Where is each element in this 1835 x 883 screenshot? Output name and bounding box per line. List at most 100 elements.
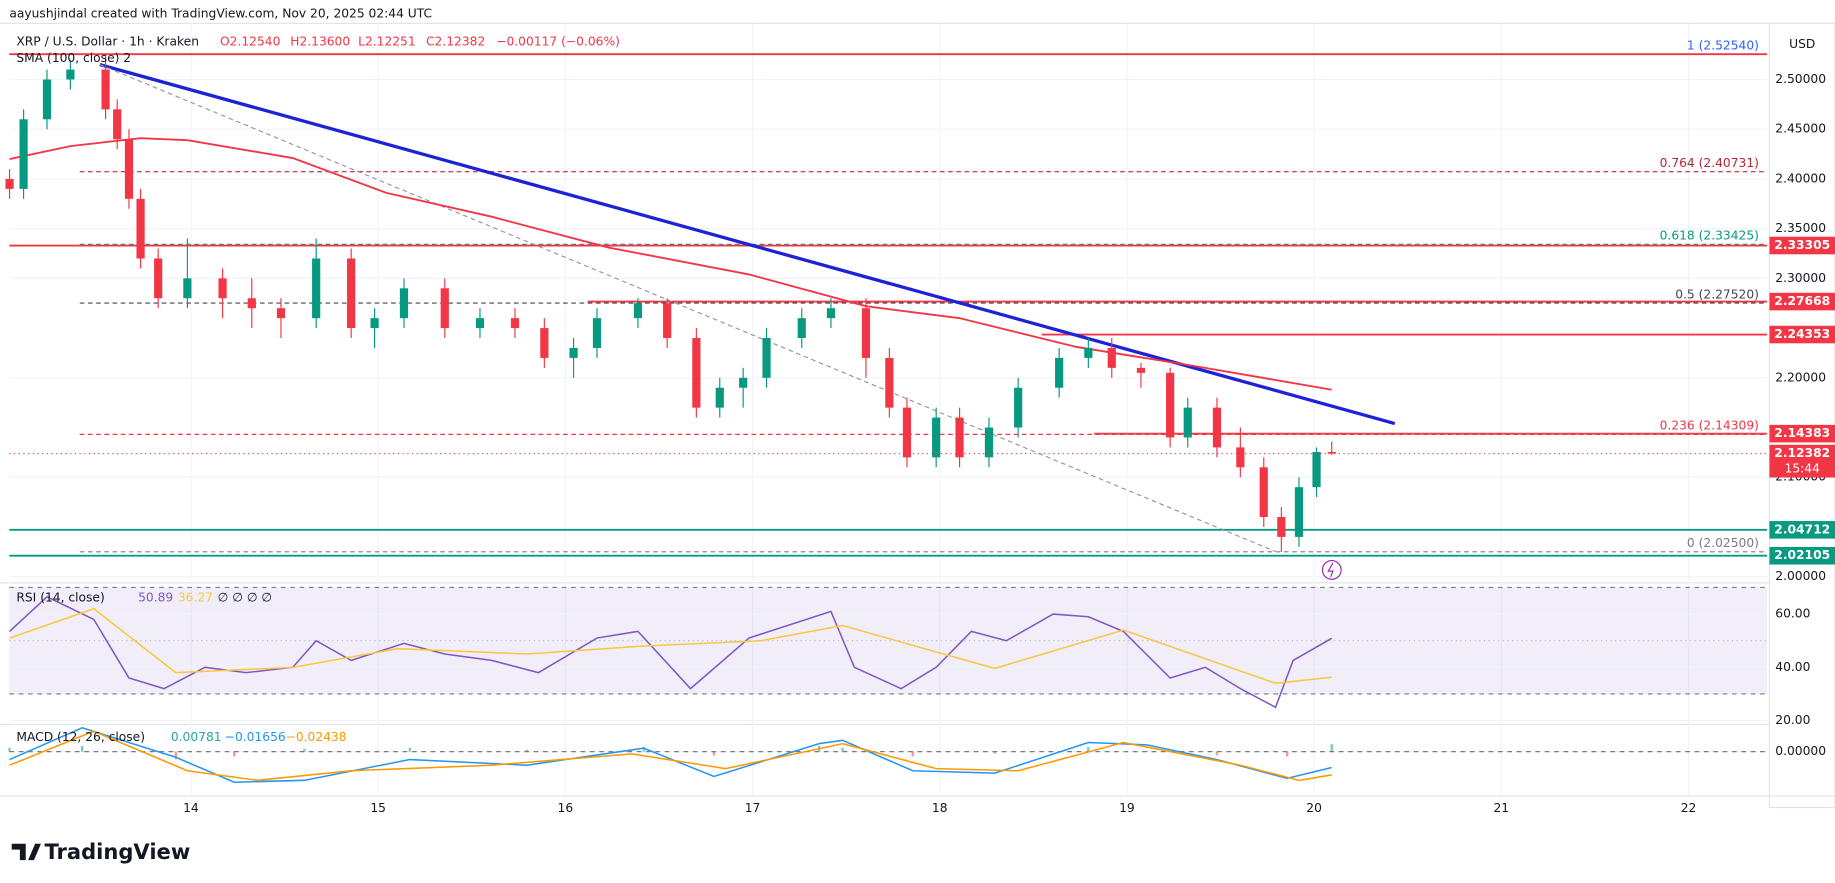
- candle-body: [312, 258, 321, 319]
- rsi-ma-value: 36.27: [178, 591, 213, 605]
- alert-icon[interactable]: [1321, 559, 1342, 580]
- histogram-bar: [1330, 744, 1333, 752]
- price-axis: [1768, 22, 1835, 809]
- candle-body: [136, 198, 145, 259]
- price-tag-label: 2.04712: [1774, 522, 1830, 536]
- candle-body: [475, 318, 485, 329]
- price-tag: [1769, 236, 1835, 255]
- candle-body: [1055, 357, 1064, 388]
- countdown: 15:44: [1785, 461, 1821, 475]
- indicator-line: [9, 607, 1332, 685]
- histogram-bar: [712, 751, 716, 756]
- x-tick-label: 17: [745, 801, 761, 815]
- candle-body: [1236, 447, 1245, 468]
- candle-body: [1327, 451, 1336, 454]
- symbol[interactable]: XRP / U.S. Dollar · 1h · Kraken: [16, 35, 199, 49]
- histogram-bar: [841, 747, 844, 752]
- candle-body: [1294, 487, 1304, 537]
- y-tick-label: 0.00000: [1775, 744, 1826, 758]
- price-tag-label: 2.33305: [1774, 238, 1830, 252]
- candle-body: [440, 288, 449, 329]
- candle-body: [955, 417, 964, 458]
- candle-body: [510, 318, 520, 329]
- signal-value: −0.02438: [286, 730, 347, 744]
- candle-body: [902, 407, 912, 458]
- candle-body: [1084, 347, 1093, 358]
- macd-value: −0.01656: [225, 730, 286, 744]
- macd-legend[interactable]: MACD (12, 26, close): [16, 730, 145, 744]
- candle-body: [932, 417, 941, 458]
- sma-line: [9, 137, 1332, 391]
- ohlc-low: L2.12251: [358, 35, 416, 49]
- rsi-empty: ∅ ∅ ∅ ∅: [218, 591, 272, 605]
- trendline: [99, 64, 1276, 553]
- y-tick-label: 2.20000: [1775, 370, 1826, 384]
- histogram-bar: [303, 748, 306, 752]
- histogram-bar: [911, 751, 914, 757]
- candle-body: [826, 308, 836, 319]
- candle-body: [739, 377, 748, 388]
- candle-body: [1014, 387, 1023, 428]
- candle-body: [1183, 407, 1192, 438]
- candle-body: [101, 69, 110, 110]
- price-tag: [1769, 521, 1835, 539]
- price-tag-label: 2.24353: [1774, 327, 1830, 341]
- indicator-line: [9, 595, 1333, 709]
- y-tick-label: 20.00: [1775, 713, 1810, 727]
- indicator-line: [9, 730, 1332, 782]
- candle-body: [984, 427, 994, 458]
- candle-body: [633, 303, 643, 319]
- candle-body: [885, 357, 894, 408]
- candle-body: [762, 338, 771, 378]
- histogram-bar: [233, 751, 236, 757]
- candle-body: [692, 338, 701, 408]
- candle-body: [218, 278, 227, 299]
- candle-body: [370, 318, 379, 329]
- x-tick-label: 19: [1119, 801, 1135, 815]
- y-tick-label: 2.30000: [1775, 271, 1826, 285]
- candle-body: [247, 298, 256, 309]
- candle-body: [42, 79, 52, 120]
- x-tick-label: 22: [1681, 801, 1697, 815]
- legend: XRP / U.S. Dollar · 1h · Kraken O2.12540…: [16, 35, 620, 744]
- candle-body: [347, 258, 356, 329]
- credit: aayushjindal created with TradingView.co…: [9, 7, 432, 21]
- candle-body: [5, 178, 14, 189]
- candle-body: [1136, 367, 1146, 373]
- sma-legend[interactable]: SMA (100, close) 2: [16, 51, 131, 65]
- candle-body: [1212, 407, 1222, 448]
- ohlc-change: −0.00117 (−0.06%): [496, 35, 620, 49]
- candle-body: [113, 109, 122, 140]
- fib-label: 0 (2.02500): [1687, 536, 1759, 550]
- rsi-band: [9, 587, 1768, 694]
- currency[interactable]: USD: [1789, 37, 1815, 51]
- candle-body: [540, 328, 549, 358]
- rsi-legend[interactable]: RSI (14, close): [16, 591, 104, 605]
- price-tag-label: 2.14383: [1774, 426, 1830, 440]
- candle-body: [66, 69, 75, 80]
- price-tag: [1769, 292, 1835, 311]
- histogram-bar: [1087, 746, 1090, 752]
- candle-body: [1277, 517, 1286, 537]
- histogram-bar: [81, 745, 84, 752]
- histogram-bar: [642, 746, 645, 752]
- x-tick-label: 18: [932, 801, 948, 815]
- ohlc-open: O2.12540: [220, 35, 280, 49]
- y-tick-label: 2.40000: [1775, 171, 1826, 185]
- histogram-bar: [1215, 751, 1219, 756]
- candle-body: [154, 258, 163, 299]
- x-tick-label: 15: [370, 801, 386, 815]
- candle-body: [569, 347, 578, 358]
- candle-body: [797, 318, 806, 339]
- x-tick-label: 14: [183, 801, 199, 815]
- histogram-bar: [993, 751, 996, 754]
- price-tag: [1769, 546, 1835, 565]
- ohlc-close: C2.12382: [426, 35, 485, 49]
- candle-body: [276, 308, 286, 319]
- fib-label: 0.5 (2.27520): [1675, 287, 1759, 301]
- brand: TradingView: [44, 839, 190, 864]
- candle-body: [399, 288, 409, 319]
- histogram-bar: [525, 749, 528, 752]
